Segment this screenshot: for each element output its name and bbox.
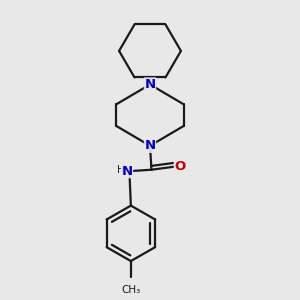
Text: N: N (122, 165, 133, 178)
Text: N: N (144, 139, 156, 152)
Text: CH₃: CH₃ (121, 285, 140, 295)
Text: O: O (174, 160, 186, 173)
Text: N: N (144, 78, 156, 91)
Text: H: H (118, 165, 125, 175)
